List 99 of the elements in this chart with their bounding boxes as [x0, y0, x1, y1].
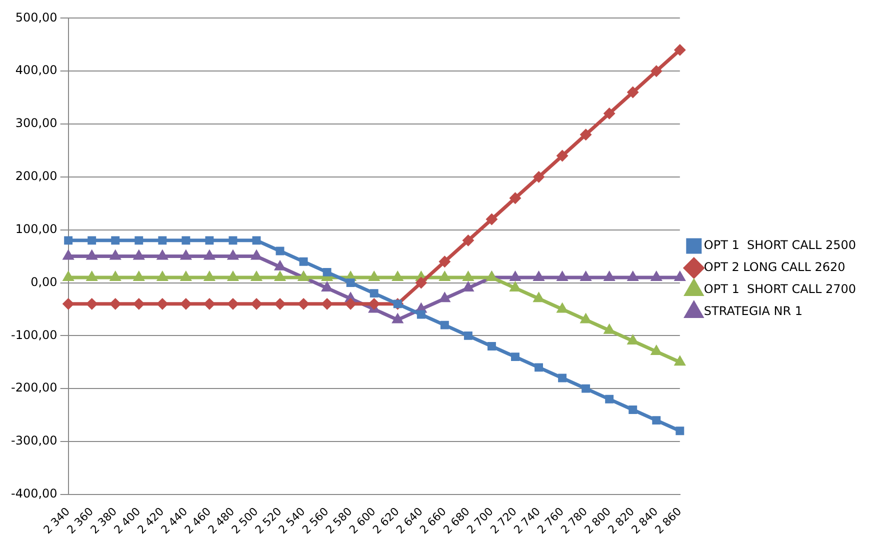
- point: [488, 342, 496, 350]
- point: [110, 298, 121, 310]
- point: [628, 87, 638, 98]
- point: [462, 235, 474, 246]
- y-tick-label: 300,00: [15, 116, 58, 130]
- point: [298, 298, 309, 310]
- point: [463, 282, 473, 292]
- point: [440, 293, 450, 302]
- point: [674, 44, 686, 56]
- point: [558, 374, 567, 382]
- point: [557, 150, 568, 162]
- point: [628, 272, 638, 281]
- point: [558, 272, 568, 281]
- point: [228, 298, 238, 310]
- point: [158, 236, 167, 245]
- point: [440, 320, 449, 330]
- point: [534, 363, 543, 372]
- point: [486, 214, 497, 225]
- point: [628, 406, 638, 414]
- y-tick-label: 400,00: [15, 63, 58, 78]
- point: [322, 268, 332, 276]
- point: [345, 298, 356, 310]
- point: [110, 272, 120, 281]
- point: [64, 272, 74, 281]
- point: [205, 236, 214, 245]
- point: [580, 129, 592, 140]
- point: [275, 272, 285, 281]
- point: [274, 298, 286, 310]
- y-tick-label: -100,00: [10, 328, 58, 342]
- point: [181, 272, 191, 281]
- point: [416, 278, 426, 288]
- point: [86, 298, 98, 310]
- point: [276, 246, 284, 256]
- legend-label: OPT 1 SHORT CALL 2700: [704, 282, 856, 296]
- point: [628, 336, 638, 344]
- legend-label: OPT 1 SHORT CALL 2500: [704, 238, 856, 252]
- point: [510, 282, 520, 292]
- point: [675, 356, 685, 366]
- point: [134, 272, 144, 281]
- point: [158, 272, 168, 281]
- point: [369, 272, 379, 281]
- point: [510, 192, 520, 204]
- point: [111, 236, 120, 245]
- point: [134, 298, 144, 310]
- point: [416, 310, 426, 319]
- point: [204, 298, 215, 310]
- point: [251, 298, 262, 310]
- point: [157, 298, 168, 310]
- point: [440, 272, 450, 281]
- point: [651, 66, 662, 76]
- point: [558, 304, 568, 313]
- point: [582, 384, 590, 393]
- point: [510, 272, 520, 281]
- point: [252, 272, 262, 281]
- point: [604, 108, 615, 119]
- point: [228, 272, 238, 281]
- y-tick-label: 500,00: [15, 10, 58, 24]
- point: [534, 272, 544, 281]
- point: [652, 272, 662, 281]
- point: [392, 272, 402, 281]
- point: [63, 298, 74, 310]
- point: [275, 262, 285, 270]
- point: [322, 282, 332, 292]
- y-tick-label: -200,00: [10, 380, 58, 395]
- point: [534, 293, 544, 302]
- point: [605, 394, 614, 404]
- point: [370, 289, 378, 298]
- point: [88, 236, 96, 245]
- point: [652, 416, 661, 425]
- point: [652, 346, 662, 356]
- point: [64, 236, 73, 245]
- point: [346, 278, 355, 287]
- point: [87, 272, 97, 281]
- point: [581, 272, 591, 281]
- point: [676, 426, 684, 436]
- y-tick-label: -400,00: [10, 486, 58, 501]
- point: [228, 236, 238, 245]
- point: [439, 256, 450, 267]
- y-tick-label: 200,00: [15, 169, 58, 184]
- point: [534, 172, 544, 182]
- y-tick-label: 0,00: [30, 274, 58, 289]
- point: [299, 257, 308, 266]
- point: [182, 236, 190, 245]
- point: [368, 298, 380, 310]
- point: [180, 298, 192, 310]
- point: [346, 293, 356, 302]
- point: [322, 298, 332, 310]
- legend-label: STRATEGIA NR 1: [704, 304, 803, 318]
- point: [204, 272, 214, 281]
- y-tick-label: 100,00: [15, 222, 58, 236]
- point: [604, 272, 614, 281]
- point: [464, 331, 472, 340]
- y-tick-label: -300,00: [10, 434, 58, 448]
- point: [463, 272, 473, 281]
- point: [511, 352, 520, 362]
- point: [675, 272, 685, 281]
- legend-label: OPT 2 LONG CALL 2620: [704, 260, 846, 274]
- point: [134, 236, 144, 245]
- point: [252, 236, 261, 245]
